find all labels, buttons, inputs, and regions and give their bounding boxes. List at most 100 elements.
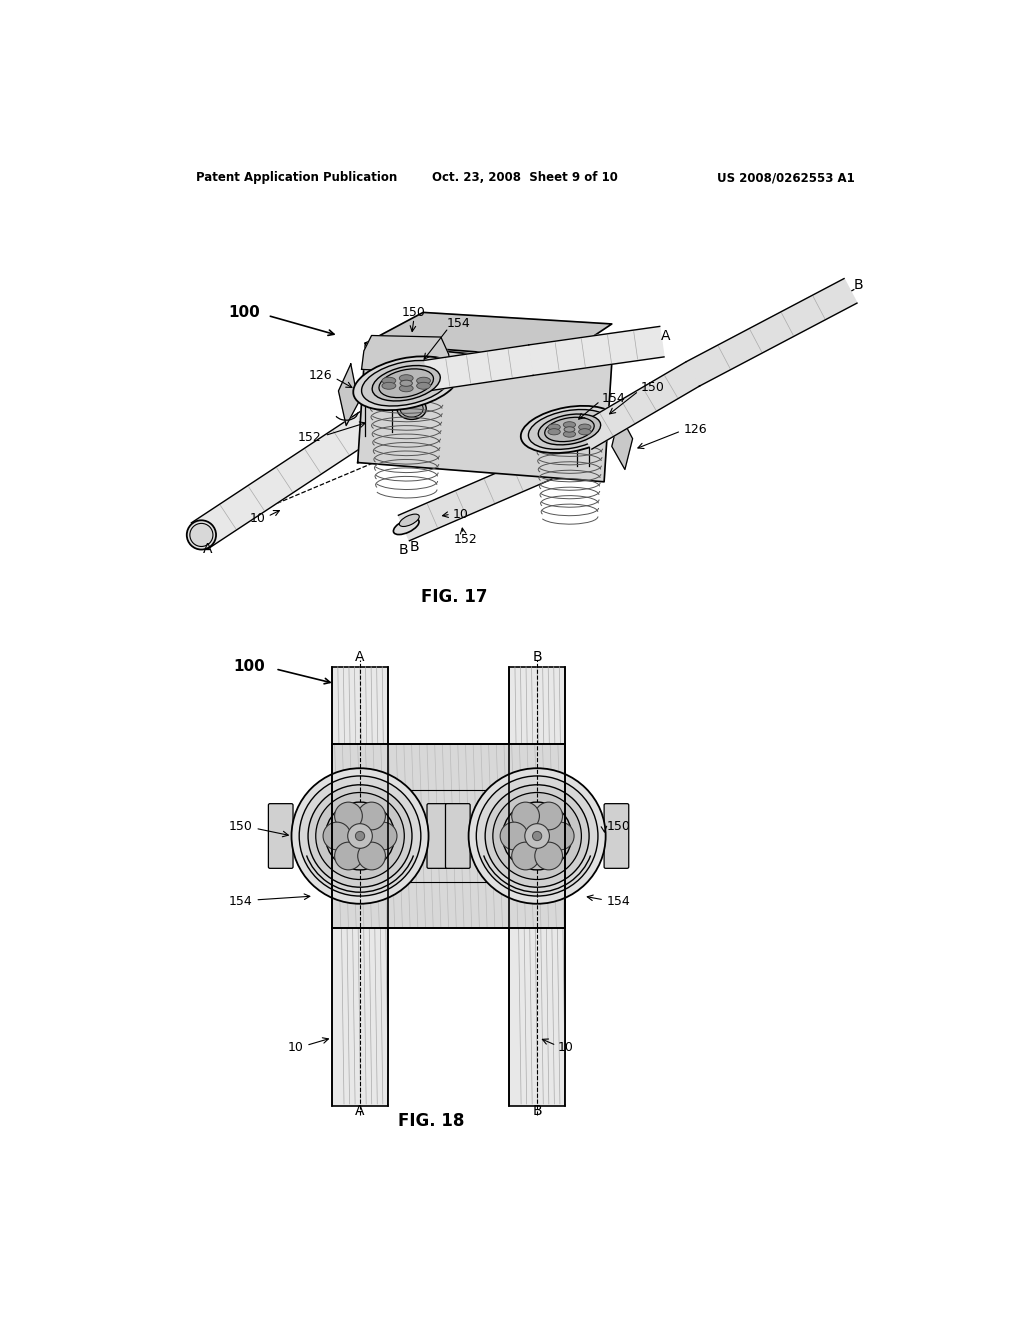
Circle shape — [348, 824, 373, 849]
Ellipse shape — [528, 409, 610, 449]
Text: A: A — [355, 649, 365, 664]
Circle shape — [500, 822, 528, 850]
Ellipse shape — [563, 432, 575, 437]
Circle shape — [335, 842, 362, 870]
Bar — [333, 743, 565, 928]
Text: 150: 150 — [228, 820, 252, 833]
Text: 10: 10 — [558, 1041, 573, 1055]
Ellipse shape — [379, 368, 433, 397]
Ellipse shape — [397, 397, 426, 420]
Text: 154: 154 — [446, 317, 470, 330]
Polygon shape — [686, 279, 857, 387]
Ellipse shape — [315, 792, 404, 879]
Text: 152: 152 — [454, 533, 477, 546]
Text: 100: 100 — [233, 659, 265, 675]
Text: 150: 150 — [640, 381, 665, 395]
Circle shape — [370, 822, 397, 850]
Text: 100: 100 — [228, 305, 260, 319]
Text: 154: 154 — [606, 895, 630, 908]
Ellipse shape — [539, 414, 601, 445]
Polygon shape — [366, 313, 611, 363]
Circle shape — [535, 842, 562, 870]
FancyBboxPatch shape — [445, 804, 470, 869]
Ellipse shape — [564, 426, 574, 432]
Circle shape — [512, 803, 540, 830]
FancyBboxPatch shape — [604, 804, 629, 869]
Polygon shape — [361, 335, 453, 374]
Polygon shape — [528, 326, 664, 375]
Circle shape — [512, 842, 540, 870]
Text: B: B — [853, 279, 863, 293]
Ellipse shape — [548, 424, 560, 430]
Ellipse shape — [399, 375, 413, 381]
Text: FIG. 18: FIG. 18 — [397, 1111, 464, 1130]
Text: FIG. 17: FIG. 17 — [421, 589, 487, 606]
Ellipse shape — [579, 429, 591, 434]
Text: B: B — [410, 540, 419, 554]
Polygon shape — [191, 412, 378, 549]
Circle shape — [535, 803, 562, 830]
Text: 10: 10 — [288, 1041, 304, 1055]
Ellipse shape — [485, 785, 589, 887]
Ellipse shape — [292, 768, 429, 904]
Polygon shape — [339, 364, 358, 425]
Ellipse shape — [476, 776, 598, 896]
Text: Patent Application Publication: Patent Application Publication — [196, 172, 397, 185]
Ellipse shape — [326, 803, 394, 870]
Text: 126: 126 — [308, 370, 333, 381]
Ellipse shape — [545, 417, 594, 442]
Text: 126: 126 — [683, 422, 707, 436]
Text: A: A — [355, 1104, 365, 1118]
Text: 154: 154 — [602, 392, 626, 405]
Text: 10: 10 — [250, 512, 265, 525]
Ellipse shape — [361, 360, 451, 407]
Ellipse shape — [417, 378, 430, 384]
FancyBboxPatch shape — [268, 804, 293, 869]
Ellipse shape — [299, 776, 421, 896]
Text: 150: 150 — [402, 306, 426, 319]
Circle shape — [323, 822, 351, 850]
Text: B: B — [532, 1104, 542, 1118]
Circle shape — [357, 842, 385, 870]
Ellipse shape — [400, 400, 423, 417]
Text: A: A — [660, 329, 671, 342]
Ellipse shape — [469, 768, 605, 904]
Text: 150: 150 — [606, 820, 631, 833]
Circle shape — [357, 803, 385, 830]
Ellipse shape — [493, 792, 582, 879]
Polygon shape — [357, 343, 611, 482]
Circle shape — [355, 832, 365, 841]
Ellipse shape — [382, 383, 396, 389]
Ellipse shape — [308, 785, 412, 887]
FancyBboxPatch shape — [427, 804, 452, 869]
Circle shape — [532, 832, 542, 841]
Text: B: B — [398, 543, 408, 557]
Ellipse shape — [399, 513, 419, 527]
Ellipse shape — [579, 424, 591, 430]
Ellipse shape — [399, 385, 413, 392]
Polygon shape — [398, 454, 552, 541]
Ellipse shape — [382, 378, 396, 384]
Circle shape — [335, 803, 362, 830]
Ellipse shape — [521, 405, 618, 453]
Ellipse shape — [186, 520, 216, 549]
Polygon shape — [611, 414, 633, 470]
Circle shape — [524, 824, 550, 849]
Polygon shape — [578, 362, 699, 449]
Ellipse shape — [400, 380, 413, 387]
Ellipse shape — [372, 366, 440, 401]
Ellipse shape — [548, 429, 560, 434]
Polygon shape — [425, 345, 534, 391]
Text: 10: 10 — [453, 508, 468, 520]
Text: Oct. 23, 2008  Sheet 9 of 10: Oct. 23, 2008 Sheet 9 of 10 — [432, 172, 617, 185]
Text: 152: 152 — [298, 430, 322, 444]
Ellipse shape — [563, 421, 575, 428]
Text: A: A — [203, 541, 212, 556]
Bar — [509, 667, 565, 1106]
Ellipse shape — [353, 356, 459, 411]
Text: B: B — [532, 649, 542, 664]
Ellipse shape — [503, 803, 571, 870]
Text: 154: 154 — [228, 895, 252, 908]
Ellipse shape — [393, 519, 419, 535]
Ellipse shape — [189, 524, 213, 546]
